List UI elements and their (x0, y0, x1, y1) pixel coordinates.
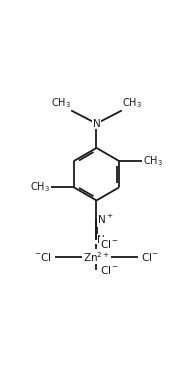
Text: Cl$^-$: Cl$^-$ (100, 238, 119, 250)
Text: N: N (93, 119, 100, 129)
Text: CH$_3$: CH$_3$ (51, 96, 71, 109)
Text: $^{-}$Cl: $^{-}$Cl (34, 251, 52, 263)
Text: CH$_3$: CH$_3$ (143, 154, 163, 168)
Text: N$^+$: N$^+$ (97, 213, 114, 226)
Text: N: N (97, 235, 105, 245)
Text: Cl$^-$: Cl$^-$ (100, 264, 119, 276)
Text: CH$_3$: CH$_3$ (122, 96, 142, 109)
Text: CH$_3$: CH$_3$ (30, 180, 50, 194)
Text: Cl$^{-}$: Cl$^{-}$ (141, 251, 159, 263)
Text: Zn$^{2+}$: Zn$^{2+}$ (83, 250, 110, 263)
